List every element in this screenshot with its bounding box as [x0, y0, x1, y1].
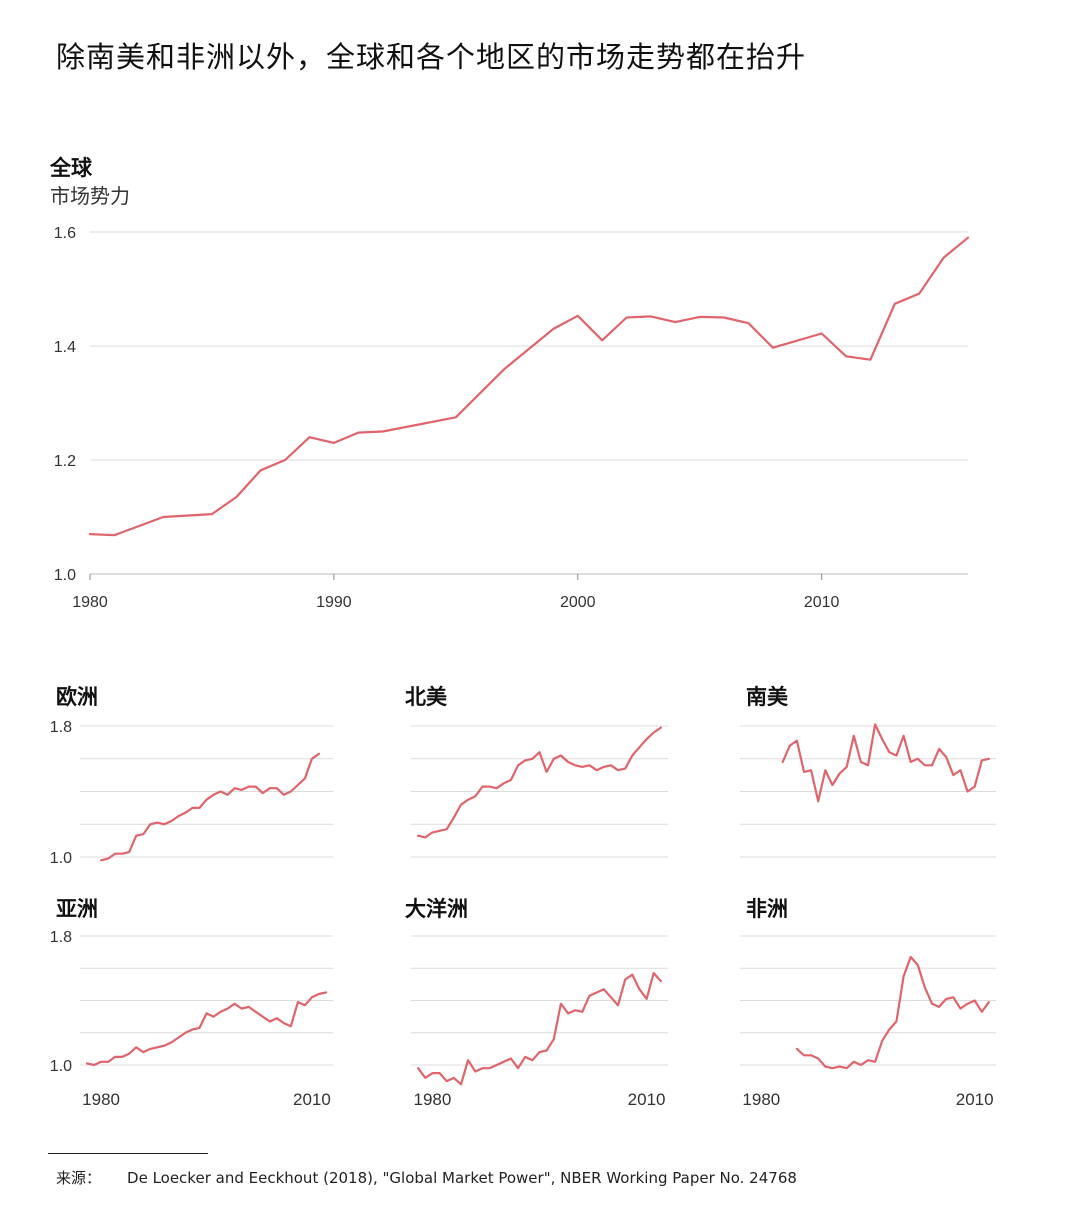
y-tick-label: 1.6 — [54, 225, 76, 242]
x-tick-label: 1980 — [82, 1090, 120, 1109]
y-tick-label: 1.8 — [50, 719, 72, 736]
panel-region-2: 北美 — [405, 685, 668, 858]
source-note: 来源： De Loecker and Eeckhout (2018), "Glob… — [56, 1167, 797, 1188]
x-tick-label: 1980 — [414, 1090, 452, 1109]
x-tick-label: 2010 — [956, 1090, 994, 1109]
y-tick-label: 1.4 — [54, 339, 76, 356]
panel-title: 欧洲 — [56, 685, 98, 709]
panel-title: 亚洲 — [56, 897, 98, 921]
panel-region-6: 非洲 1980 2010 — [740, 897, 996, 1109]
panel-title: 南美 — [746, 685, 788, 709]
series-line — [417, 726, 663, 839]
panel-region-5: 大洋洲 1980 2010 — [405, 897, 668, 1109]
panel-title: 非洲 — [746, 897, 788, 921]
x-tick-label: 2000 — [560, 594, 596, 611]
source-text: De Loecker and Eeckhout (2018), "Global … — [127, 1169, 797, 1187]
panel-title: 全球 — [49, 156, 93, 180]
y-tick-label: 1.0 — [54, 567, 76, 584]
panel-region-4: 亚洲 1.0 1.8 1980 2010 — [50, 897, 333, 1109]
series-line — [88, 236, 970, 537]
series-line — [781, 723, 991, 803]
source-divider — [48, 1153, 208, 1154]
x-tick-label: 1980 — [72, 594, 108, 611]
x-tick-label: 1990 — [316, 594, 352, 611]
panel-region-3: 南美 — [740, 685, 996, 858]
y-tick-label: 1.8 — [50, 929, 72, 946]
panel-title: 北美 — [405, 685, 447, 709]
page-title: 除南美和非洲以外，全球和各个地区的市场走势都在抬升 — [56, 40, 807, 74]
x-tick-label: 2010 — [293, 1090, 331, 1109]
x-tick-label: 1980 — [742, 1090, 780, 1109]
series-line — [85, 991, 328, 1067]
panel-region-1: 欧洲 1.0 1.8 — [50, 685, 333, 867]
y-tick-label: 1.2 — [54, 453, 76, 470]
x-tick-label: 2010 — [628, 1090, 666, 1109]
x-tick-label: 2010 — [804, 594, 840, 611]
series-line — [99, 752, 320, 862]
panel-title: 大洋洲 — [405, 897, 468, 921]
y-tick-label: 1.0 — [50, 850, 72, 867]
y-tick-label: 1.0 — [50, 1058, 72, 1075]
series-line — [417, 971, 663, 1086]
series-line — [795, 955, 991, 1070]
source-label: 来源： — [56, 1169, 102, 1187]
y-axis-label: 市场势力 — [50, 184, 130, 208]
